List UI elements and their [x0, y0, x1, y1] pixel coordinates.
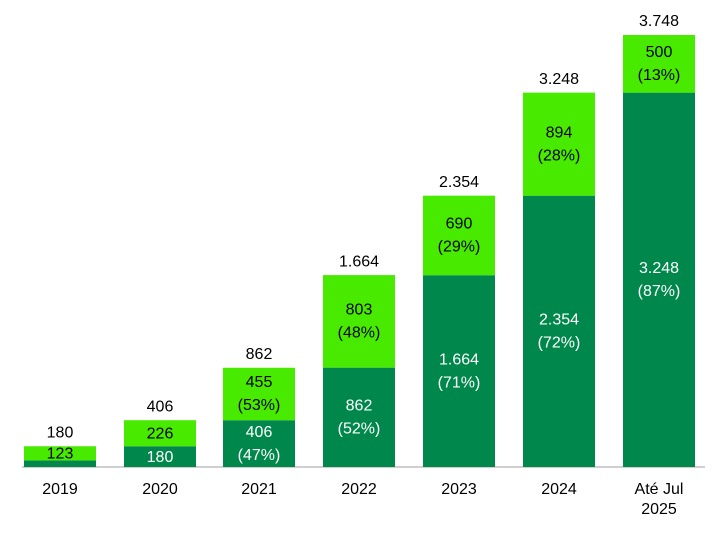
- bar-segment: [124, 420, 196, 447]
- value-label: 406: [246, 424, 273, 441]
- bar-segment: [623, 35, 695, 93]
- percent-label: (71%): [438, 374, 481, 391]
- x-tick-label: Até Jul 2025: [634, 481, 684, 518]
- percent-label: (28%): [538, 147, 581, 164]
- value-label: 894: [546, 124, 573, 141]
- percent-label: (48%): [338, 325, 381, 342]
- percent-label: (13%): [638, 67, 681, 84]
- bar-segment: [223, 420, 295, 467]
- x-tick-label: 2020: [142, 481, 178, 498]
- total-label: 406: [147, 398, 174, 415]
- x-tick-label: 2023: [441, 481, 477, 498]
- value-label: 2.354: [539, 312, 579, 329]
- value-label: 803: [346, 302, 373, 319]
- percent-label: (87%): [638, 283, 681, 300]
- total-label: 180: [47, 424, 74, 441]
- x-tick-label: 2019: [42, 481, 78, 498]
- value-label: 500: [646, 44, 673, 61]
- x-tick-label: 2022: [341, 481, 377, 498]
- value-label: 690: [446, 216, 473, 233]
- bar-segment: [124, 446, 196, 467]
- bar-segment: [223, 367, 295, 421]
- value-label: 455: [246, 374, 273, 391]
- value-label: 1.664: [439, 351, 479, 368]
- bar-segment: [623, 92, 695, 467]
- total-label: 2.354: [439, 174, 479, 191]
- bar-segment: [24, 460, 96, 467]
- total-label: 3.748: [639, 13, 679, 30]
- value-label: 3.248: [639, 260, 679, 277]
- value-label: 180: [147, 449, 174, 466]
- value-label: 862: [346, 398, 373, 415]
- bar-segment: [523, 195, 595, 467]
- percent-label: (47%): [238, 447, 281, 464]
- total-label: 3.248: [539, 71, 579, 88]
- percent-label: (72%): [538, 335, 581, 352]
- value-label: 123: [47, 446, 74, 463]
- bar-segment: [523, 92, 595, 196]
- x-tick-label: 2024: [541, 481, 577, 498]
- bar-segment: [423, 275, 495, 467]
- percent-label: (52%): [338, 421, 381, 438]
- percent-label: (53%): [238, 397, 281, 414]
- x-tick-label: 2021: [241, 481, 277, 498]
- total-label: 1.664: [339, 253, 379, 270]
- bar-segment: [323, 275, 395, 368]
- total-label: 862: [246, 346, 273, 363]
- percent-label: (29%): [438, 239, 481, 256]
- bar-segment: [24, 446, 96, 461]
- bar-segment: [323, 367, 395, 467]
- value-label: 226: [147, 425, 174, 442]
- bar-segment: [423, 195, 495, 276]
